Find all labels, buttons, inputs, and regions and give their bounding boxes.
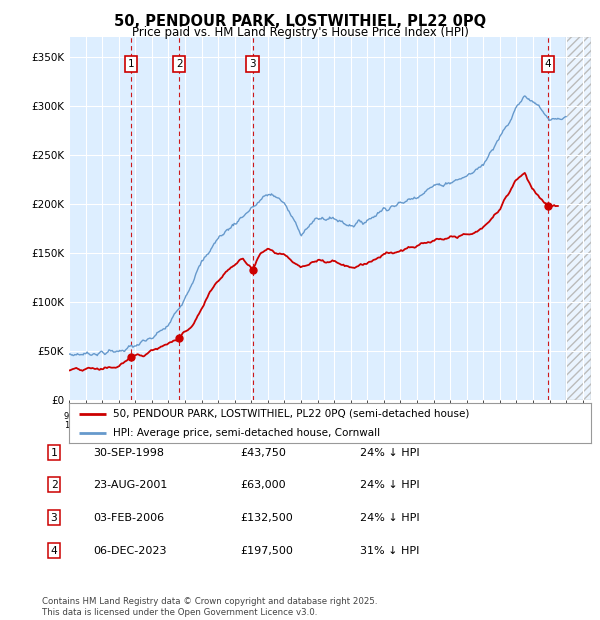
Text: 96: 96: [80, 412, 91, 420]
Text: 30-SEP-1998: 30-SEP-1998: [93, 448, 164, 458]
Text: 97: 97: [97, 412, 107, 420]
Text: 02: 02: [180, 412, 190, 420]
Text: 20: 20: [213, 422, 223, 430]
Text: Price paid vs. HM Land Registry's House Price Index (HPI): Price paid vs. HM Land Registry's House …: [131, 26, 469, 39]
Text: 19: 19: [97, 422, 107, 430]
Text: 20: 20: [346, 422, 356, 430]
Text: 12: 12: [346, 412, 356, 420]
Text: 24: 24: [544, 412, 555, 420]
Text: 20: 20: [428, 422, 439, 430]
Text: 20: 20: [279, 422, 290, 430]
Text: 07: 07: [263, 412, 273, 420]
Text: 19: 19: [461, 412, 472, 420]
Text: 24% ↓ HPI: 24% ↓ HPI: [360, 513, 419, 523]
Text: 99: 99: [130, 412, 140, 420]
Text: 19: 19: [130, 422, 140, 430]
Text: 20: 20: [180, 422, 190, 430]
Text: 24% ↓ HPI: 24% ↓ HPI: [360, 480, 419, 490]
Text: 20: 20: [196, 422, 207, 430]
Text: 1: 1: [50, 448, 58, 458]
Text: £43,750: £43,750: [240, 448, 286, 458]
Text: £132,500: £132,500: [240, 513, 293, 523]
Text: 20: 20: [246, 422, 257, 430]
Text: HPI: Average price, semi-detached house, Cornwall: HPI: Average price, semi-detached house,…: [113, 428, 380, 438]
Text: 03-FEB-2006: 03-FEB-2006: [93, 513, 164, 523]
Text: 17: 17: [428, 412, 439, 420]
Text: 20: 20: [478, 412, 488, 420]
Text: 20: 20: [379, 422, 389, 430]
Text: £63,000: £63,000: [240, 480, 286, 490]
Text: 20: 20: [478, 422, 488, 430]
Text: 20: 20: [163, 422, 173, 430]
Text: 20: 20: [461, 422, 472, 430]
Text: 19: 19: [80, 422, 91, 430]
Text: 50, PENDOUR PARK, LOSTWITHIEL, PL22 0PQ (semi-detached house): 50, PENDOUR PARK, LOSTWITHIEL, PL22 0PQ …: [113, 409, 470, 419]
Text: Contains HM Land Registry data © Crown copyright and database right 2025.
This d: Contains HM Land Registry data © Crown c…: [42, 598, 377, 617]
Text: 11: 11: [329, 412, 340, 420]
Text: 50, PENDOUR PARK, LOSTWITHIEL, PL22 0PQ: 50, PENDOUR PARK, LOSTWITHIEL, PL22 0PQ: [114, 14, 486, 29]
Text: 1: 1: [128, 59, 134, 69]
Text: 20: 20: [313, 422, 323, 430]
Text: 20: 20: [329, 422, 340, 430]
Text: 04: 04: [213, 412, 223, 420]
Text: 20: 20: [544, 422, 555, 430]
Text: 01: 01: [163, 412, 173, 420]
Text: 3: 3: [50, 513, 58, 523]
Text: 05: 05: [229, 412, 240, 420]
Text: 4: 4: [50, 546, 58, 556]
Text: 09: 09: [296, 412, 306, 420]
Text: 23-AUG-2001: 23-AUG-2001: [93, 480, 167, 490]
Text: 08: 08: [279, 412, 290, 420]
Text: 3: 3: [249, 59, 256, 69]
Text: 2: 2: [176, 59, 182, 69]
Text: 20: 20: [528, 422, 538, 430]
Text: 10: 10: [313, 412, 323, 420]
Text: 2: 2: [50, 480, 58, 490]
Text: 15: 15: [395, 412, 406, 420]
Text: £197,500: £197,500: [240, 546, 293, 556]
Text: 20: 20: [395, 422, 406, 430]
Text: 20: 20: [561, 422, 571, 430]
Text: 16: 16: [412, 412, 422, 420]
Text: 18: 18: [445, 412, 455, 420]
Text: 21: 21: [494, 412, 505, 420]
Text: 20: 20: [263, 422, 273, 430]
Text: 20: 20: [494, 422, 505, 430]
Text: 19: 19: [113, 422, 124, 430]
Text: 23: 23: [527, 412, 538, 420]
Text: 20: 20: [362, 422, 373, 430]
Text: 20: 20: [412, 422, 422, 430]
Text: 4: 4: [545, 59, 551, 69]
Text: 06: 06: [246, 412, 257, 420]
Text: 13: 13: [362, 412, 373, 420]
Text: 19: 19: [64, 422, 74, 430]
Text: 20: 20: [229, 422, 240, 430]
Text: 03: 03: [196, 412, 207, 420]
Text: 24% ↓ HPI: 24% ↓ HPI: [360, 448, 419, 458]
Text: 20: 20: [577, 422, 588, 430]
Text: 14: 14: [379, 412, 389, 420]
Text: 95: 95: [64, 412, 74, 420]
Text: 20: 20: [445, 422, 455, 430]
Text: 20: 20: [511, 422, 521, 430]
Text: 00: 00: [146, 412, 157, 420]
Text: 31% ↓ HPI: 31% ↓ HPI: [360, 546, 419, 556]
Text: 06-DEC-2023: 06-DEC-2023: [93, 546, 167, 556]
Text: 22: 22: [511, 412, 521, 420]
Text: 25: 25: [561, 412, 571, 420]
Text: 20: 20: [146, 422, 157, 430]
Text: 26: 26: [577, 412, 588, 420]
Text: 20: 20: [296, 422, 306, 430]
Text: 98: 98: [113, 412, 124, 420]
